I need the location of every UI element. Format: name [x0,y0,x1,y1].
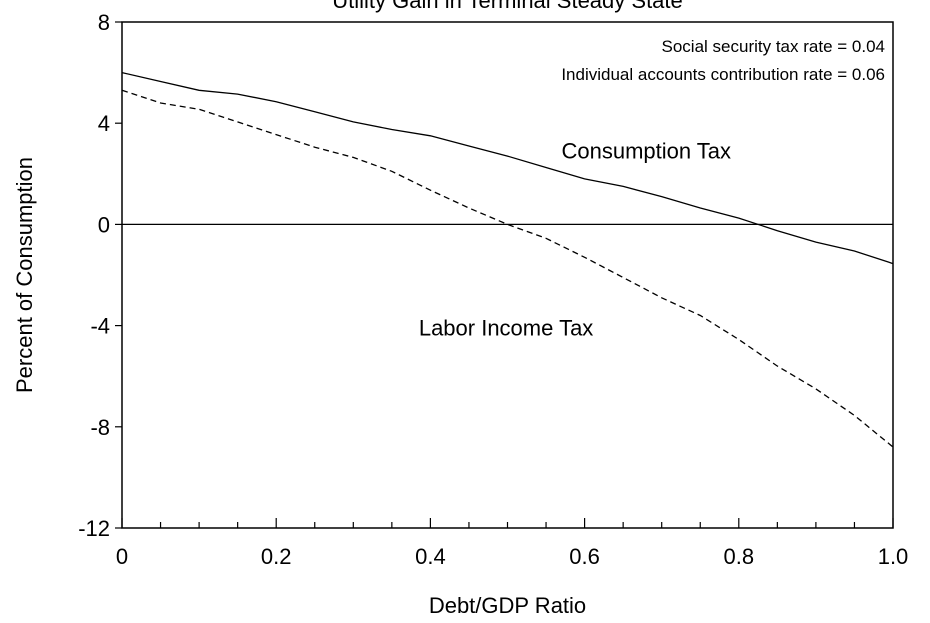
series-label-labor-income-tax: Labor Income Tax [419,316,593,341]
x-axis-label: Debt/GDP Ratio [429,593,586,618]
y-tick-label: -4 [90,314,110,339]
y-tick-label: -12 [78,516,110,541]
annotation-contribution-rate: Individual accounts contribution rate = … [561,65,885,84]
y-tick-label: 0 [98,212,110,237]
y-tick-label: 8 [98,10,110,35]
x-tick-label: 0.8 [724,544,755,569]
series-layer [121,71,894,448]
plot-frame [121,21,894,529]
x-tick-label: 0 [116,544,128,569]
chart-title: Utility Gain in Terminal Steady State [332,0,683,13]
x-tick-label: 0.4 [415,544,446,569]
x-tick-label: 0.6 [569,544,600,569]
x-tick-label: 0.2 [261,544,292,569]
x-axis-ticks: 0 0.2 0.4 0.6 0.8 1.0 [116,518,908,569]
x-tick-label: 1.0 [878,544,909,569]
series-line-consumption-tax [121,71,894,265]
series-line-labor-income-tax [121,89,894,448]
y-tick-label: -8 [90,415,110,440]
y-tick-label: 4 [98,111,110,136]
annotation-tax-rate: Social security tax rate = 0.04 [662,37,885,56]
series-label-consumption-tax: Consumption Tax [561,139,731,164]
y-axis-ticks: -12 -8 -4 0 4 8 [78,10,122,541]
y-axis-label: Percent of Consumption [12,157,37,393]
